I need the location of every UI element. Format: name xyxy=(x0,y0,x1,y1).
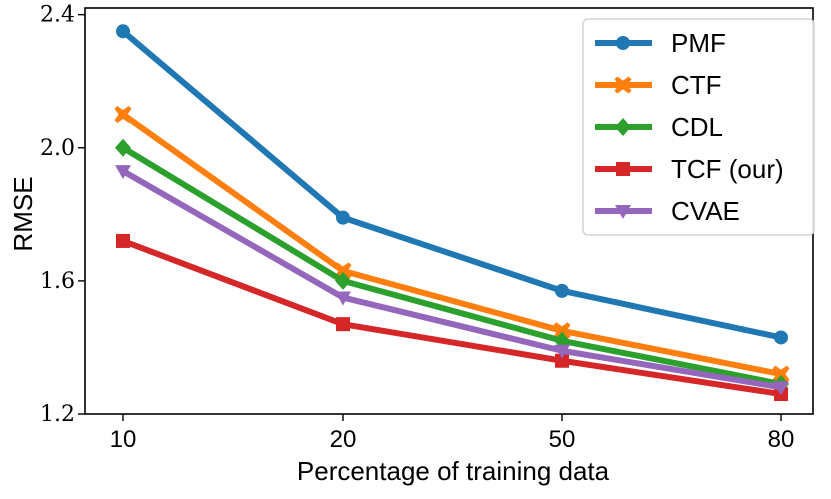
y-tick-label: 2.0 xyxy=(40,136,75,161)
legend-label: CVAE xyxy=(671,196,740,226)
data-point-ctf xyxy=(553,322,571,340)
series-line-ctf xyxy=(120,111,784,378)
data-point-pmf xyxy=(555,283,569,298)
data-point-tcf-our xyxy=(555,353,569,368)
legend-item-tcf-our: TCF (our) xyxy=(595,154,784,184)
legend-item-cdl: CDL xyxy=(595,112,723,142)
series-tcf-our xyxy=(116,233,788,402)
x-tick-label: 20 xyxy=(330,426,357,453)
series-pmf xyxy=(116,24,788,345)
x-tick-label: 10 xyxy=(110,426,137,453)
x-tick-label: 50 xyxy=(549,426,576,453)
legend-label: TCF (our) xyxy=(671,154,784,184)
y-tick-label: 1.6 xyxy=(40,269,75,294)
y-axis-label: RMSE xyxy=(8,176,38,251)
series-line-cdl xyxy=(120,144,784,388)
legend-item-cvae: CVAE xyxy=(595,196,740,226)
x-axis-ticks: 10 20 50 80 xyxy=(110,414,795,453)
y-tick-label: 2.4 xyxy=(40,3,75,28)
x-axis-label: Percentage of training data xyxy=(297,456,610,486)
legend-item-pmf: PMF xyxy=(595,28,726,58)
data-point-cdl xyxy=(335,271,351,290)
series-line-cvae xyxy=(120,168,784,391)
legend-label: CDL xyxy=(671,112,723,142)
legend-marker xyxy=(614,76,632,94)
legend-marker xyxy=(616,36,630,50)
legend-label: PMF xyxy=(671,28,726,58)
series-line-pmf xyxy=(120,28,784,341)
data-point-cvae xyxy=(335,291,351,306)
series-line-tcf-our xyxy=(120,237,784,398)
y-tick-label: 1.2 xyxy=(40,402,75,427)
x-tick-label: 80 xyxy=(768,426,795,453)
data-point-tcf-our xyxy=(116,233,130,248)
data-point-cdl xyxy=(115,138,131,157)
legend-label: CTF xyxy=(671,70,722,100)
series-ctf xyxy=(114,105,790,383)
legend-marker xyxy=(615,118,631,136)
legend: PMF CTF CDL TCF (our) CVAE xyxy=(582,18,815,236)
y-axis-ticks: 1.2 1.6 2.0 2.4 xyxy=(40,3,85,427)
data-point-cvae xyxy=(554,344,570,359)
series-cvae xyxy=(115,165,789,396)
data-point-cvae xyxy=(115,165,131,180)
data-point-ctf xyxy=(114,105,132,123)
legend-marker xyxy=(615,205,631,219)
data-point-pmf xyxy=(116,24,130,39)
data-point-ctf xyxy=(772,365,790,383)
legend-marker xyxy=(616,162,630,176)
legend-item-ctf: CTF xyxy=(595,70,722,100)
data-point-tcf-our xyxy=(336,317,350,332)
series-layer xyxy=(114,24,790,402)
legend-box xyxy=(582,18,815,236)
data-point-cvae xyxy=(773,381,789,396)
data-point-pmf xyxy=(336,210,350,225)
data-point-pmf xyxy=(774,330,788,345)
